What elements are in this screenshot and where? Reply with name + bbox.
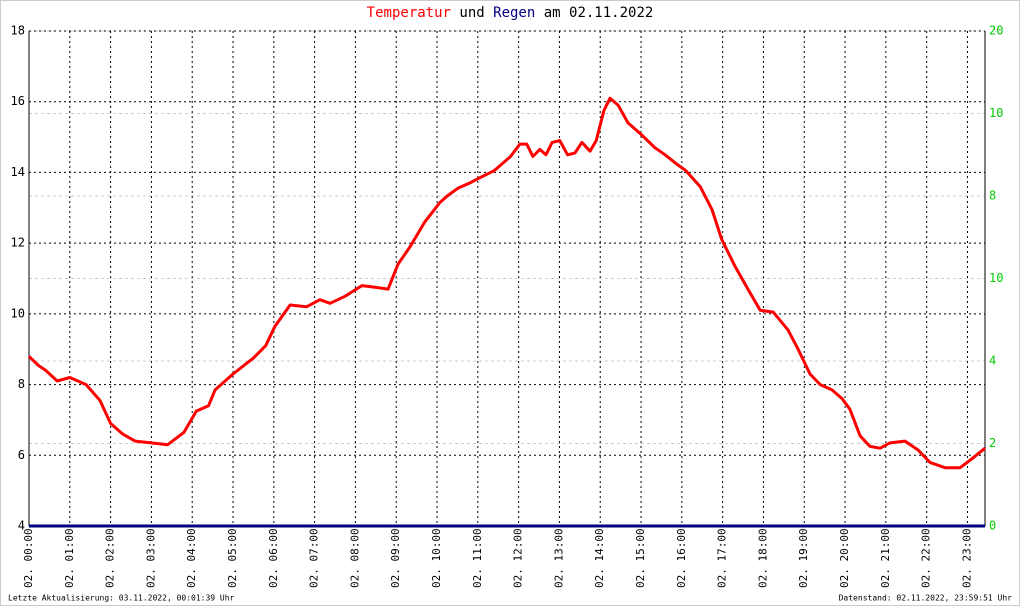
x-tick-label: 02. 01:00 <box>63 528 76 588</box>
x-tick-label: 02. 15:00 <box>634 528 647 588</box>
x-tick-label: 02. 17:00 <box>716 528 729 588</box>
x-tick-label: 02. 23:00 <box>960 528 973 588</box>
series-line <box>27 96 986 470</box>
x-tick-label: 02. 14:00 <box>593 528 606 588</box>
footer-right: Datenstand: 02.11.2022, 23:59:51 Uhr <box>839 594 1013 603</box>
x-tick-label: 02. 16:00 <box>675 528 688 588</box>
y2-tick-label: 4 <box>989 354 996 368</box>
x-tick-label: 02. 21:00 <box>879 528 892 588</box>
y2-tick-label: 8 <box>989 189 996 203</box>
y-tick-label: 6 <box>18 448 25 462</box>
y-tick-label: 18 <box>11 24 25 38</box>
chart-title: Temperatur und Regen am 02.11.2022 <box>367 5 654 21</box>
x-tick-label: 02. 20:00 <box>838 528 851 588</box>
y2-tick-label: 20 <box>989 24 1003 38</box>
x-tick-label: 02. 10:00 <box>430 528 443 588</box>
x-tick-label: 02. 02:00 <box>104 528 117 588</box>
y-tick-label: 14 <box>11 165 25 179</box>
x-tick-label: 02. 06:00 <box>267 528 280 588</box>
y2-tick-label: 10 <box>989 106 1003 120</box>
x-tick-label: 02. 22:00 <box>920 528 933 588</box>
x-tick-label: 02. 00:00 <box>22 528 35 588</box>
y-tick-label: 4 <box>18 519 25 533</box>
y-tick-label: 16 <box>11 94 25 108</box>
x-tick-label: 02. 18:00 <box>756 528 769 588</box>
x-tick-label: 02. 04:00 <box>185 528 198 588</box>
y-tick-label: 10 <box>11 306 25 320</box>
x-tick-label: 02. 07:00 <box>308 528 321 588</box>
x-tick-label: 02. 12:00 <box>512 528 525 588</box>
y2-tick-label: 0 <box>989 519 996 533</box>
y-tick-label: 12 <box>11 236 25 250</box>
footer-left: Letzte Aktualisierung: 03.11.2022, 00:01… <box>8 594 235 603</box>
x-tick-label: 02. 08:00 <box>348 528 361 588</box>
y2-tick-label: 2 <box>989 436 996 450</box>
x-tick-label: 02. 09:00 <box>389 528 402 588</box>
x-tick-label: 02. 13:00 <box>552 528 565 588</box>
x-tick-label: 02. 03:00 <box>144 528 157 588</box>
x-tick-label: 02. 11:00 <box>471 528 484 588</box>
y2-tick-label: 10 <box>989 271 1003 285</box>
title-part: Regen <box>493 5 535 21</box>
x-tick-label: 02. 05:00 <box>226 528 239 588</box>
title-part: und <box>459 5 484 21</box>
title-part: Temperatur <box>367 5 451 21</box>
title-part: am 02.11.2022 <box>544 5 654 21</box>
x-tick-label: 02. 19:00 <box>797 528 810 588</box>
y-tick-label: 8 <box>18 377 25 391</box>
